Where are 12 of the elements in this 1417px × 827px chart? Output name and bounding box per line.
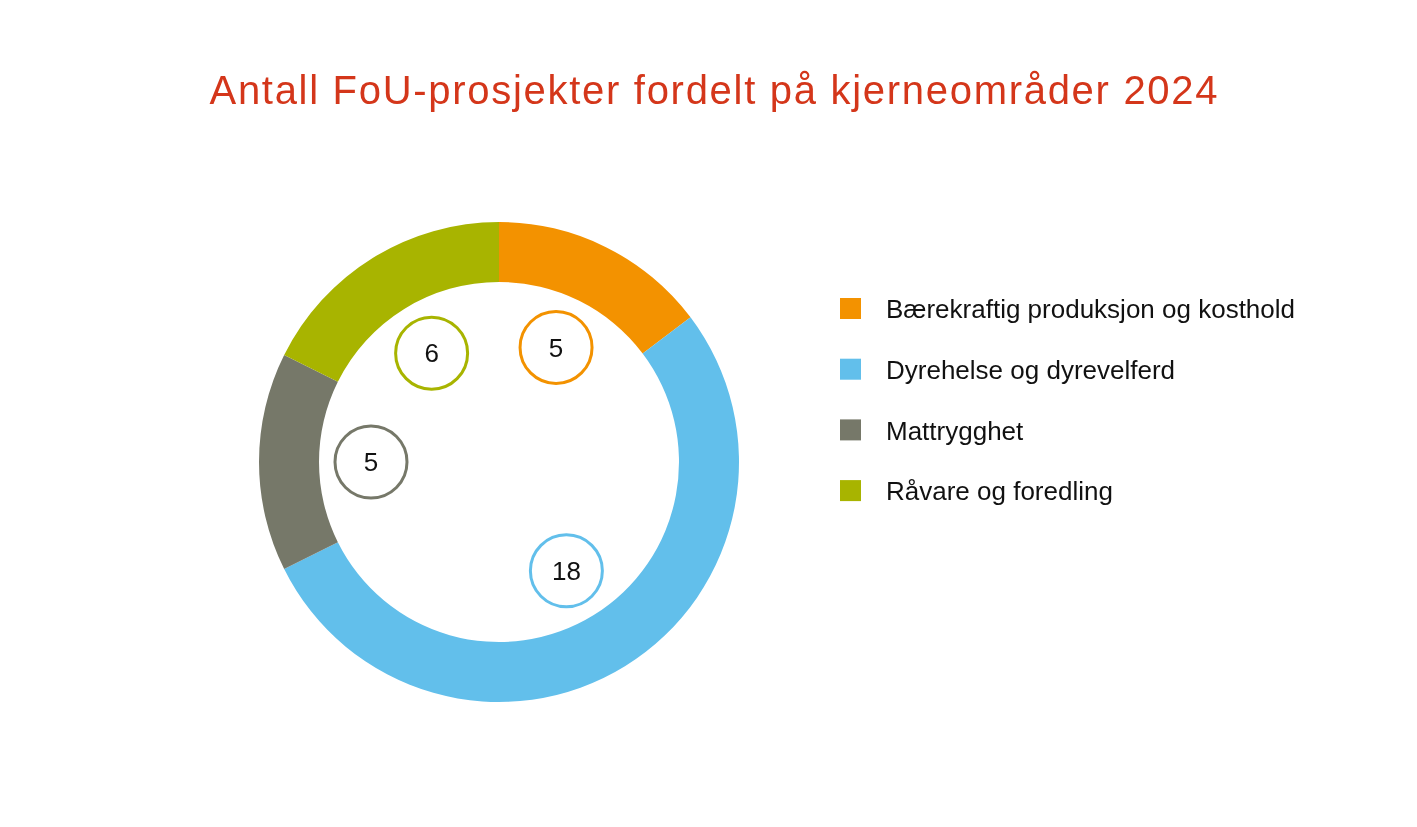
data-label: 5 [548, 332, 564, 363]
donut-slice [284, 222, 499, 382]
chart-title: Antall FoU-prosjekter fordelt på kjerneområder 2024 [209, 68, 1218, 112]
data-label: 5 [363, 447, 379, 478]
legend-label: Mattrygghet [886, 415, 1025, 446]
donut-slice [259, 355, 338, 569]
data-label: 6 [424, 338, 439, 369]
donut-slice [284, 317, 739, 702]
legend-label: Råvare og foredling [886, 476, 1113, 507]
data-label: 18 [551, 555, 581, 586]
legend-label: Dyrehelse og dyrevelferd [886, 354, 1176, 385]
legend-label: Bærekraftig produksjon og kosthold [886, 294, 1296, 325]
